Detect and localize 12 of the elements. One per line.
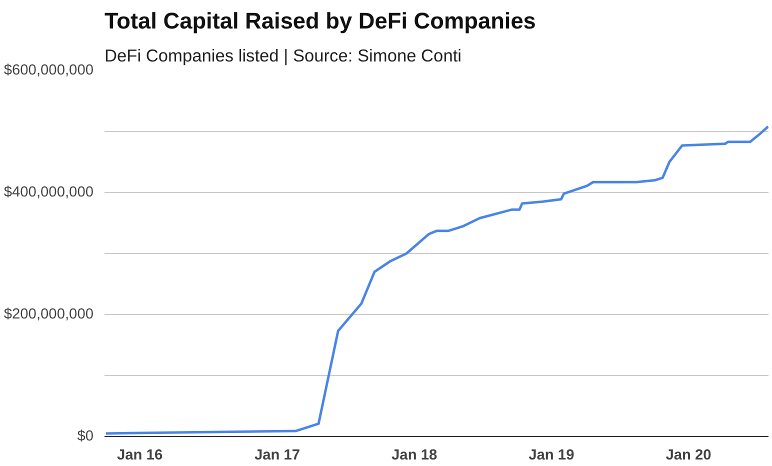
y-tick-label: $0 (77, 428, 94, 444)
line-series (104, 125, 768, 435)
x-tick-label: Jan 20 (666, 448, 712, 464)
chart-subtitle: DeFi Companies listed | Source: Simone Conti (104, 46, 462, 66)
x-tick-label: Jan 16 (116, 448, 163, 464)
x-tick-label: Jan 17 (254, 448, 300, 464)
chart-title: Total Capital Raised by DeFi Companies (104, 8, 536, 34)
x-tick-label: Jan 19 (528, 448, 574, 464)
y-tick-label: $600,000,000 (4, 62, 94, 78)
x-tick-label: Jan 18 (392, 448, 438, 464)
y-tick-label: $200,000,000 (4, 306, 94, 322)
y-tick-label: $400,000,000 (4, 184, 94, 200)
